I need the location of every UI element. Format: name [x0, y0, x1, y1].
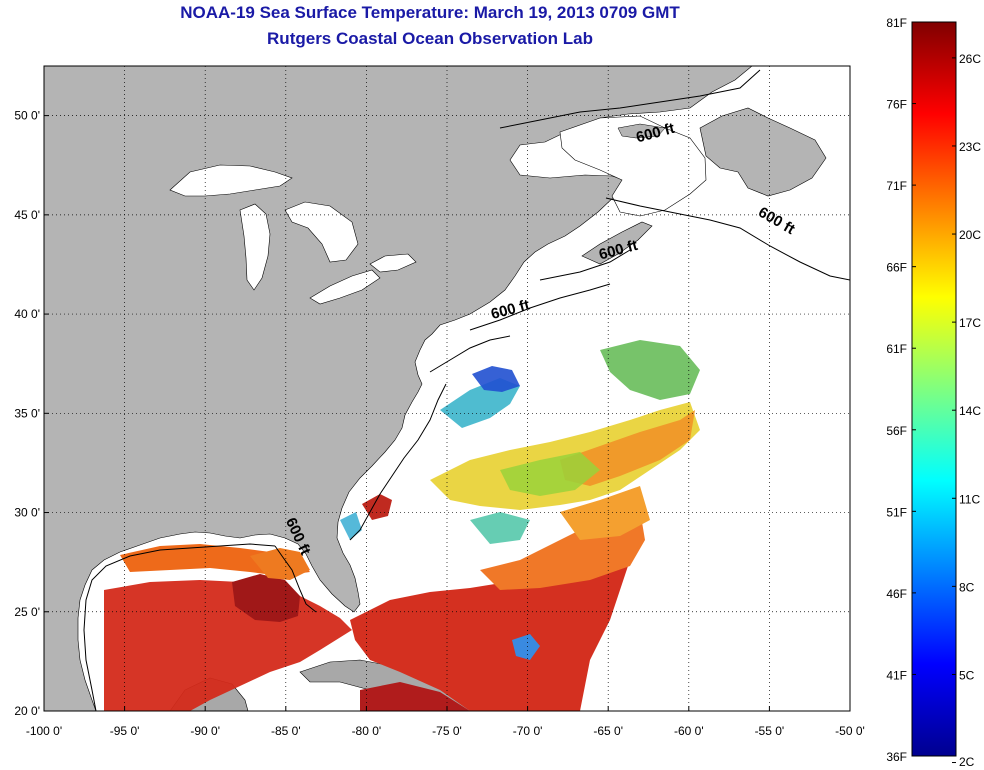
- colorbar-f-label: 51F: [886, 505, 907, 519]
- x-tick-label: -70 0': [513, 724, 543, 738]
- chart-title: NOAA-19 Sea Surface Temperature: March 1…: [180, 3, 680, 22]
- sst-data: [104, 340, 700, 711]
- colorbar-c-label: 2C: [959, 755, 975, 769]
- x-tick-label: -55 0': [755, 724, 785, 738]
- lake-erie: [309, 269, 381, 305]
- y-tick-label: 50 0': [14, 109, 40, 123]
- colorbar-c-label: 8C: [959, 580, 975, 594]
- colorbar-c-labels: 26C 23C 20C 17C 14C 11C 8C 5C 2C: [952, 52, 981, 769]
- colorbar-c-label: 11C: [959, 492, 980, 506]
- x-tick-label: -95 0': [110, 724, 140, 738]
- lake-ontario: [369, 253, 417, 273]
- y-tick-label: 25 0': [14, 605, 40, 619]
- isobath-600ft: [83, 69, 850, 711]
- y-tick-label: 30 0': [14, 506, 40, 520]
- x-tick-label: -65 0': [593, 724, 623, 738]
- colorbar-f-label: 41F: [886, 668, 907, 682]
- chart-subtitle: Rutgers Coastal Ocean Observation Lab: [267, 29, 593, 48]
- gulf-of-st-lawrence: [559, 115, 707, 217]
- colorbar-f-label: 76F: [886, 98, 907, 112]
- colorbar-c-label: 23C: [959, 140, 981, 154]
- y-tick-label: 40 0': [14, 307, 40, 321]
- land-north-america: [44, 66, 753, 711]
- colorbar-f-label: 46F: [886, 587, 907, 601]
- y-axis: 20 0' 25 0' 30 0' 35 0' 40 0' 45 0' 50 0': [14, 109, 49, 718]
- map-content: [44, 66, 850, 711]
- lake-michigan: [239, 203, 271, 291]
- y-tick-label: 20 0': [14, 704, 40, 718]
- colorbar-f-label: 61F: [886, 342, 907, 356]
- land-newfoundland: [699, 107, 827, 197]
- x-tick-label: -85 0': [271, 724, 301, 738]
- x-tick-label: -100 0': [26, 724, 62, 738]
- colorbar-f-label: 71F: [886, 179, 907, 193]
- x-tick-label: -90 0': [190, 724, 220, 738]
- land-nova-scotia: [581, 221, 653, 265]
- colorbar-c-label: 17C: [959, 316, 981, 330]
- colorbar: [911, 21, 957, 757]
- y-tick-label: 45 0': [14, 208, 40, 222]
- x-axis: -100 0' -95 0' -90 0' -85 0' -80 0' -75 0' -70…: [26, 706, 865, 738]
- colorbar-c-label: 5C: [959, 668, 975, 682]
- x-tick-label: -60 0': [674, 724, 704, 738]
- y-tick-label: 35 0': [14, 406, 40, 420]
- colorbar-c-label: 26C: [959, 52, 981, 66]
- x-tick-label: -50 0': [835, 724, 865, 738]
- land-anticosti: [617, 123, 666, 139]
- lake-huron: [284, 201, 359, 263]
- colorbar-c-label: 14C: [959, 404, 981, 418]
- colorbar-f-label: 81F: [886, 16, 907, 30]
- colorbar-f-label: 36F: [886, 750, 907, 764]
- colorbar-f-labels: 81F 76F 71F 66F 61F 56F 51F 46F 41F 36F: [886, 16, 916, 764]
- colorbar-f-label: 56F: [886, 424, 907, 438]
- colorbar-c-label: 20C: [959, 228, 981, 242]
- x-tick-label: -80 0': [352, 724, 382, 738]
- x-tick-label: -75 0': [432, 724, 462, 738]
- colorbar-f-label: 66F: [886, 261, 907, 275]
